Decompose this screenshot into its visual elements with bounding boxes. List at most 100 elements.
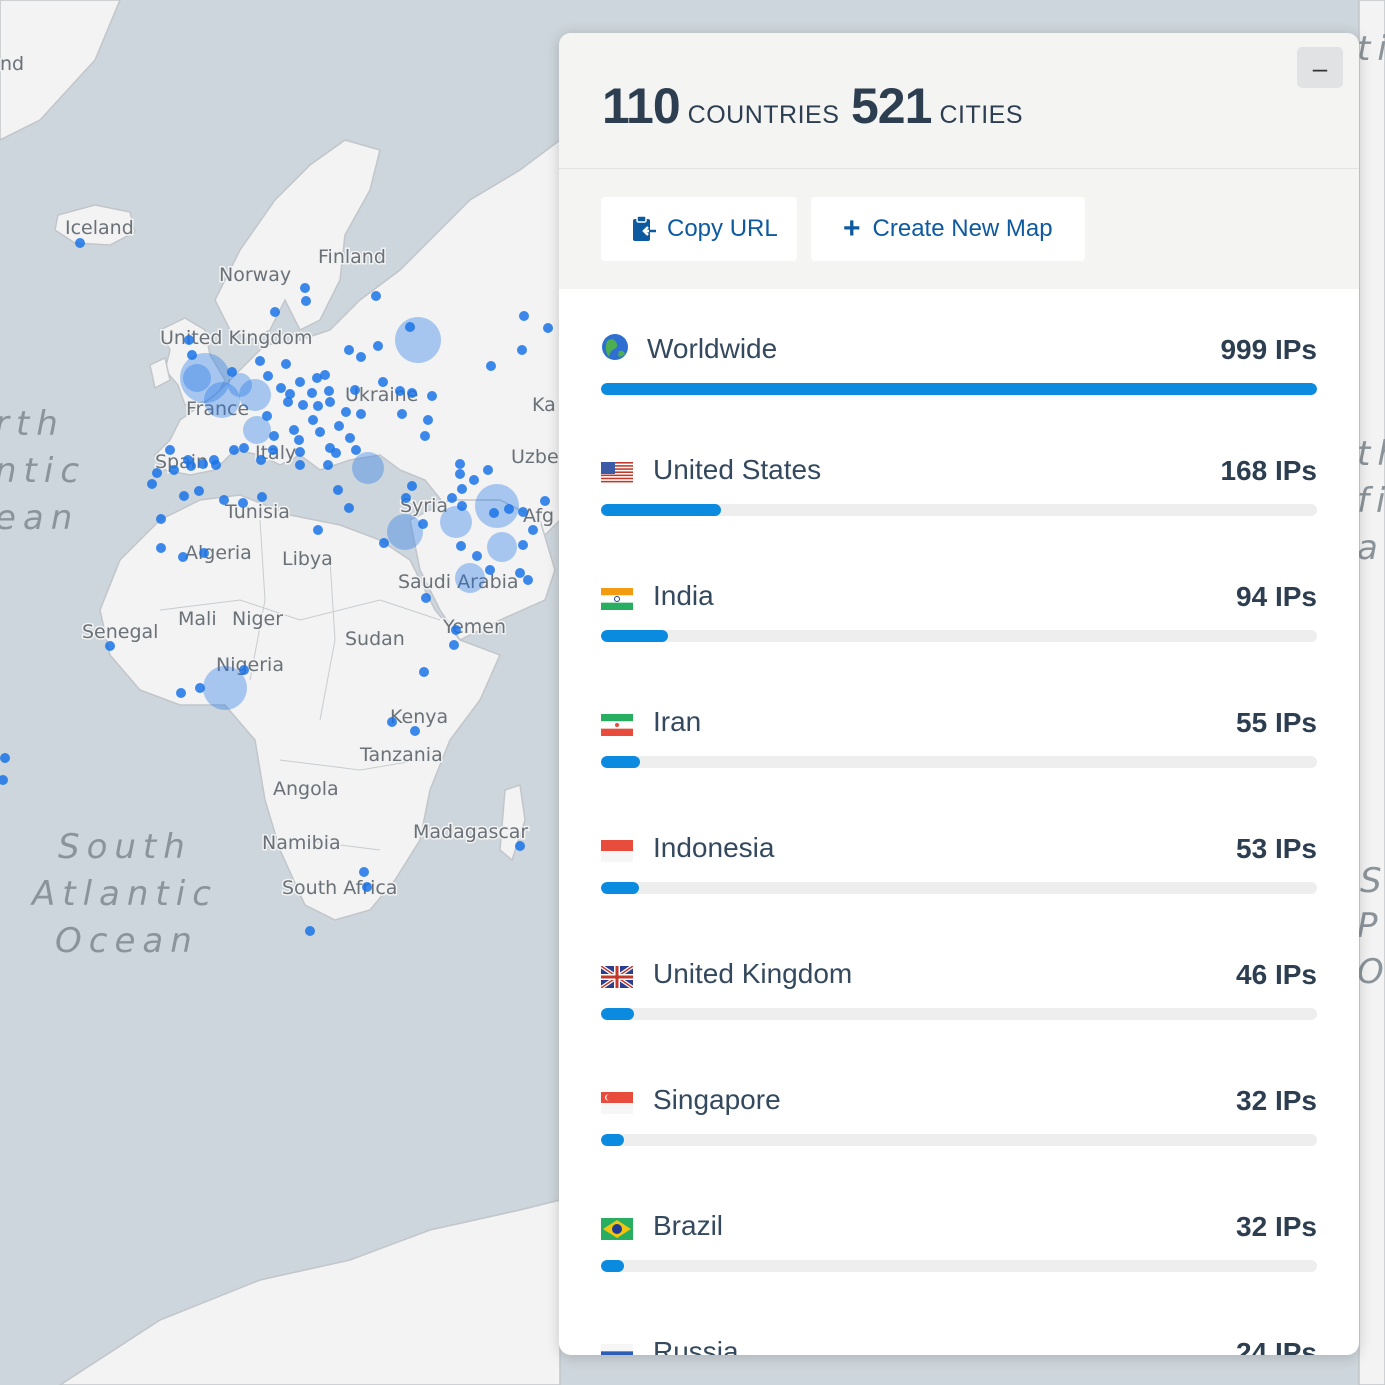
ip-cluster-marker	[487, 532, 517, 562]
collapse-button[interactable]: –	[1297, 47, 1343, 88]
country-row-globe[interactable]: Worldwide 999 IPs	[601, 329, 1317, 439]
country-row-ru[interactable]: Russia 24 IPs	[601, 1332, 1317, 1355]
ip-location-marker	[307, 388, 317, 398]
ip-location-marker	[169, 465, 179, 475]
create-map-button[interactable]: + Create New Map	[811, 197, 1085, 261]
ip-location-marker	[518, 507, 528, 517]
country-name: United Kingdom	[653, 958, 853, 989]
ip-count: 168 IPs	[1220, 455, 1317, 486]
ip-location-marker	[397, 409, 407, 419]
country-row-id[interactable]: Indonesia 53 IPs	[601, 828, 1317, 938]
country-row-br[interactable]: Brazil 32 IPs	[601, 1206, 1317, 1316]
copy-url-button[interactable]: Copy URL	[601, 197, 797, 261]
ip-location-marker	[179, 491, 189, 501]
progress-bar-track	[601, 1008, 1317, 1020]
ocean-label-fragment: th	[1357, 434, 1385, 474]
ip-location-marker	[423, 415, 433, 425]
ip-location-marker	[356, 352, 366, 362]
progress-bar-fill	[601, 1008, 634, 1020]
ip-location-marker	[315, 427, 325, 437]
ip-location-marker	[486, 361, 496, 371]
ip-location-marker	[300, 283, 310, 293]
country-row-gb[interactable]: United Kingdom 46 IPs	[599, 954, 1317, 1064]
ip-location-marker	[195, 683, 205, 693]
map-label-nigeria: Nigeria	[216, 654, 284, 676]
countries-count: 110	[602, 78, 681, 134]
country-name: Indonesia	[653, 832, 775, 863]
ip-location-marker	[517, 345, 527, 355]
ip-location-marker	[345, 433, 355, 443]
ip-location-marker	[262, 411, 272, 421]
ip-location-marker	[295, 447, 305, 457]
country-name: Russia	[653, 1336, 739, 1355]
ip-location-marker	[308, 415, 318, 425]
ip-cluster-marker	[387, 514, 423, 550]
map-label-south-africa: South Africa	[282, 877, 397, 899]
ip-location-marker	[449, 640, 459, 650]
countries-stat: 110 COUNTRIES	[602, 77, 839, 135]
ip-location-marker	[362, 882, 372, 892]
ip-location-marker	[295, 460, 305, 470]
country-row-ir[interactable]: Iran 55 IPs	[601, 702, 1317, 812]
ip-location-marker	[420, 431, 430, 441]
ip-location-marker	[194, 486, 204, 496]
ip-location-marker	[455, 459, 465, 469]
ip-location-marker	[334, 421, 344, 431]
ip-location-marker	[333, 485, 343, 495]
ocean-label-fragment: Pa	[1357, 906, 1385, 946]
ip-location-marker	[407, 481, 417, 491]
ip-location-marker	[447, 493, 457, 503]
ip-count: 32 IPs	[1236, 1085, 1317, 1116]
ip-location-marker	[472, 551, 482, 561]
ip-location-marker	[519, 311, 529, 321]
ip-count: 32 IPs	[1236, 1211, 1317, 1242]
flag-ir-icon	[601, 714, 633, 736]
flag-in-icon	[601, 588, 633, 610]
ip-location-marker	[457, 484, 467, 494]
ip-location-marker	[483, 465, 493, 475]
ip-location-marker	[239, 443, 249, 453]
ip-location-marker	[156, 514, 166, 524]
cities-stat: 521 CITIES	[851, 77, 1023, 135]
map-label-france: France	[186, 398, 249, 420]
ip-location-marker	[75, 238, 85, 248]
ocean-label-fragment: ti	[1357, 29, 1385, 69]
ip-location-marker	[356, 409, 366, 419]
country-row-us[interactable]: United States 168 IPs	[601, 450, 1317, 560]
ip-location-marker	[325, 397, 335, 407]
progress-bar-track	[601, 383, 1317, 395]
country-name: India	[653, 580, 714, 611]
map-label-kenya: Kenya	[390, 706, 448, 728]
ip-location-marker	[187, 350, 197, 360]
map-label-senegal: Senegal	[82, 621, 158, 643]
ip-location-marker	[0, 753, 10, 763]
ip-location-marker	[289, 425, 299, 435]
ip-location-marker	[229, 445, 239, 455]
ip-location-marker	[515, 841, 525, 851]
ip-count: 94 IPs	[1236, 581, 1317, 612]
progress-bar-fill	[601, 1134, 624, 1146]
progress-bar-fill	[601, 1260, 624, 1272]
ocean-label-fragment: S	[1360, 861, 1385, 901]
country-row-sg[interactable]: Singapore 32 IPs	[601, 1080, 1317, 1190]
ip-location-marker	[523, 575, 533, 585]
country-row-in[interactable]: India 94 IPs	[601, 576, 1317, 686]
country-name: Brazil	[653, 1210, 724, 1241]
ip-location-marker	[198, 459, 208, 469]
ip-count: 999 IPs	[1220, 334, 1317, 365]
ip-location-marker	[457, 501, 467, 511]
flag-gb-icon	[599, 964, 635, 990]
country-name: Singapore	[653, 1084, 781, 1115]
ip-location-marker	[504, 504, 514, 514]
ip-location-marker	[323, 460, 333, 470]
ip-location-marker	[485, 565, 495, 575]
map-label-sudan: Sudan	[345, 628, 405, 650]
ip-location-marker	[156, 543, 166, 553]
ip-location-marker	[312, 373, 322, 383]
map-label-iceland: Iceland	[65, 217, 134, 239]
flag-sg-icon	[601, 1092, 633, 1114]
ip-location-marker	[387, 717, 397, 727]
ip-location-marker	[165, 445, 175, 455]
ip-cluster-marker	[183, 364, 211, 392]
flag-br-icon	[601, 1218, 633, 1240]
